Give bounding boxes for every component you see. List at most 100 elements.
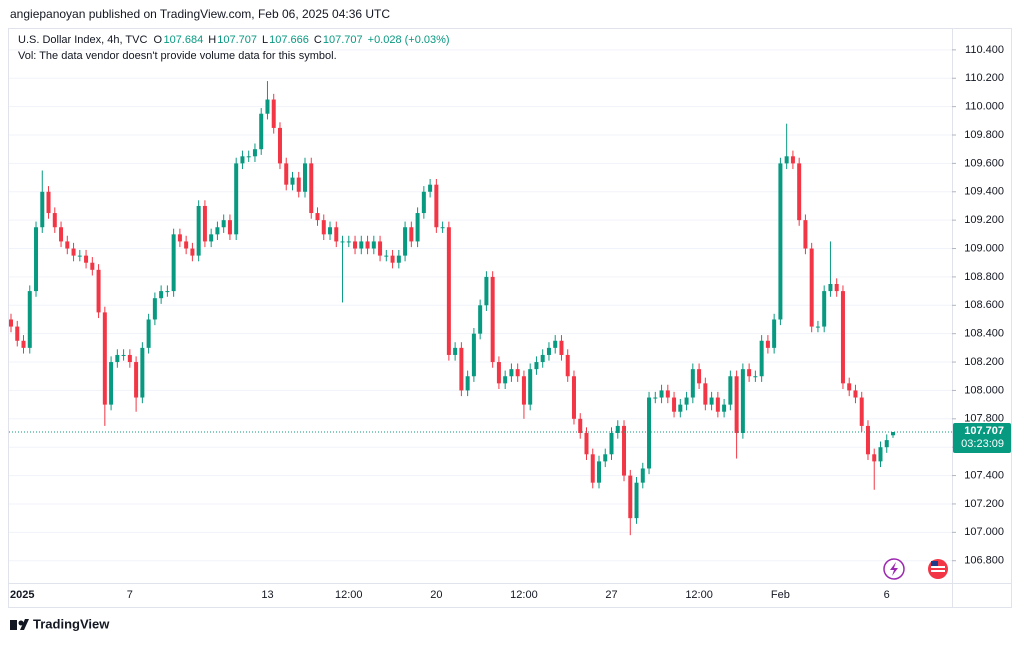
candle-body xyxy=(84,255,89,263)
x-tick-label: 6 xyxy=(884,589,890,601)
candle-body xyxy=(140,347,145,398)
candle-body xyxy=(65,241,70,249)
legend: U.S. Dollar Index, 4h, TVC O 107.684 H 107.… xyxy=(18,34,450,46)
candle-body xyxy=(440,227,445,229)
candle-body xyxy=(296,177,301,192)
flag-icon[interactable] xyxy=(928,559,948,579)
y-tick-label: 108.600 xyxy=(964,299,1004,311)
candle-body xyxy=(597,461,601,483)
candle-body xyxy=(559,340,564,355)
candle-body xyxy=(309,163,314,214)
candle-body xyxy=(471,333,476,377)
ohlc-key: L xyxy=(262,34,268,46)
candle-body xyxy=(565,354,570,377)
candle-body xyxy=(859,397,864,426)
candle-body xyxy=(365,241,370,249)
candle-body xyxy=(184,241,189,249)
candle-body xyxy=(196,205,201,256)
candle-body xyxy=(803,220,808,249)
candle-body xyxy=(490,276,495,363)
candle-body xyxy=(840,291,845,384)
candle-body xyxy=(734,376,739,434)
candle-body xyxy=(209,234,214,242)
candle-body xyxy=(40,191,45,228)
candle-body xyxy=(528,369,533,405)
candle-body xyxy=(778,163,783,320)
candle-body xyxy=(759,340,764,377)
candle-body xyxy=(578,418,583,434)
candle-body xyxy=(590,454,595,483)
candle-body xyxy=(703,383,708,405)
candle-body xyxy=(277,127,282,164)
candle-body xyxy=(271,99,276,128)
candle-body xyxy=(484,276,489,306)
candle-body xyxy=(71,248,76,256)
candle-body xyxy=(653,397,658,399)
ohlc-value: 107.666 xyxy=(269,34,309,46)
x-tick-label: 12:00 xyxy=(685,589,713,601)
candle-body xyxy=(328,227,333,235)
candle-body xyxy=(534,362,539,370)
countdown-label: 03:23:09 xyxy=(961,438,1004,450)
y-tick-label: 108.000 xyxy=(964,384,1004,396)
candle-body xyxy=(603,454,608,462)
candle-body xyxy=(359,241,364,249)
y-tick-label: 110.000 xyxy=(965,101,1004,113)
candle-body xyxy=(415,213,420,242)
last-price-badge xyxy=(953,423,1011,454)
candle-body xyxy=(690,369,695,398)
candle-body xyxy=(584,433,589,455)
candle-body xyxy=(152,298,157,320)
candle-body xyxy=(459,347,464,391)
candle-body xyxy=(546,347,551,355)
candle-body xyxy=(353,241,358,249)
candle-body xyxy=(90,262,95,270)
y-tick-label: 109.800 xyxy=(964,129,1004,141)
candle-body xyxy=(853,390,858,398)
y-tick-label: 106.800 xyxy=(964,555,1004,567)
y-tick-label: 110.400 xyxy=(965,44,1004,56)
candle-body xyxy=(672,397,677,412)
candle-body xyxy=(378,241,383,256)
y-tick-label: 107.400 xyxy=(964,469,1004,481)
candle-body xyxy=(553,340,558,348)
tradingview-logo xyxy=(10,619,29,630)
candle-body xyxy=(134,362,139,398)
candle-body xyxy=(428,184,433,192)
candle-body xyxy=(259,113,264,150)
candle-body xyxy=(77,255,82,257)
candle-body xyxy=(284,163,289,185)
candle-body xyxy=(315,213,320,221)
candle-body xyxy=(647,397,652,469)
alert-icon[interactable] xyxy=(883,558,905,580)
candle-body xyxy=(865,425,870,455)
candle-body xyxy=(509,369,514,377)
candle-body xyxy=(265,99,270,114)
candle-body xyxy=(684,397,689,405)
candle-body xyxy=(571,376,576,419)
y-tick-label: 109.000 xyxy=(964,242,1004,254)
y-tick-label: 109.400 xyxy=(964,186,1004,198)
candle-body xyxy=(52,213,57,228)
candle-body xyxy=(234,163,239,235)
candle-body xyxy=(496,362,501,384)
candle-body xyxy=(159,291,164,299)
candle-body xyxy=(503,376,508,384)
candle-body xyxy=(215,227,220,235)
x-tick-label: 13 xyxy=(261,589,273,601)
candle-body xyxy=(772,319,777,348)
ohlc-key: C xyxy=(314,34,322,46)
candle-body xyxy=(665,390,670,398)
candle-body xyxy=(177,234,182,242)
ohlc-value: 107.707 xyxy=(323,34,363,46)
change-value: +0.028 (+0.03%) xyxy=(368,34,450,46)
publisher-header: angiepanoyan published on TradingView.co… xyxy=(10,7,390,21)
candle-body xyxy=(202,205,207,242)
candle-body xyxy=(346,241,351,243)
candle-body xyxy=(390,255,395,263)
footer-brand: TradingView xyxy=(33,616,110,631)
candle-body xyxy=(303,163,307,192)
x-tick-label: 12:00 xyxy=(335,589,363,601)
